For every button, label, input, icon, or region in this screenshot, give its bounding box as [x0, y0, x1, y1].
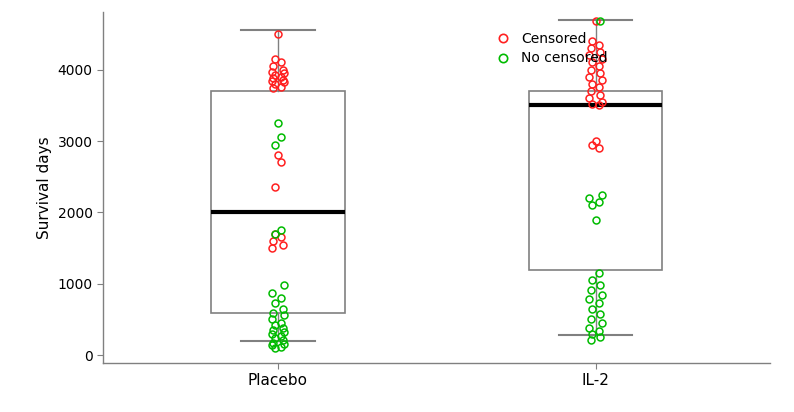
Bar: [211, 91, 345, 313]
Y-axis label: Survival days: Survival days: [37, 136, 52, 239]
Legend: Censored, No censored: Censored, No censored: [484, 26, 613, 71]
Bar: [529, 91, 662, 269]
